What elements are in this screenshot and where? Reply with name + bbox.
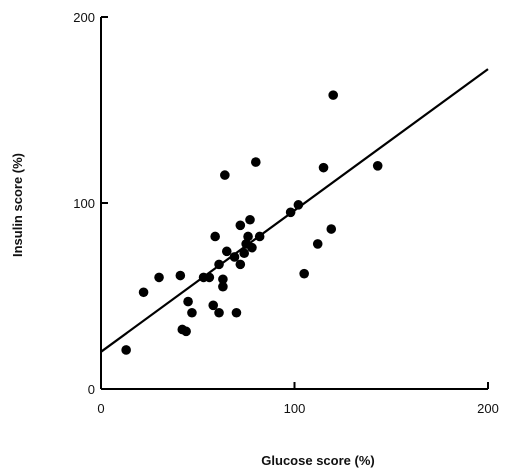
data-point	[231, 307, 242, 318]
data-point	[214, 259, 224, 270]
x-tick-label: 100	[284, 401, 306, 416]
data-point	[138, 287, 149, 298]
data-point	[218, 281, 228, 292]
data-point	[214, 307, 224, 318]
data-point	[372, 161, 383, 171]
data-point	[208, 300, 219, 311]
data-point	[293, 200, 304, 210]
data-point	[328, 90, 339, 100]
y-tick-label: 100	[73, 196, 95, 211]
data-point	[204, 272, 215, 283]
data-point	[121, 345, 131, 355]
data-point	[235, 259, 246, 270]
y-tick-label: 0	[88, 382, 95, 397]
data-point	[299, 268, 309, 279]
y-tick-label: 200	[73, 10, 95, 25]
data-point	[154, 272, 164, 283]
data-point	[183, 296, 193, 307]
data-point	[220, 170, 230, 180]
data-point	[312, 239, 323, 249]
x-tick-label: 200	[477, 401, 499, 416]
data-point	[218, 274, 228, 285]
data-point	[251, 157, 261, 167]
data-point	[318, 162, 329, 173]
data-point	[175, 270, 186, 281]
data-point	[210, 231, 220, 242]
data-point	[187, 307, 197, 318]
data-point	[254, 231, 265, 242]
data-points	[121, 90, 383, 355]
y-axis-title: Insulin score (%)	[10, 153, 25, 257]
x-tick-label: 0	[97, 401, 104, 416]
data-point	[239, 248, 249, 259]
data-point	[229, 252, 240, 262]
data-point	[245, 214, 255, 225]
data-point	[285, 207, 296, 218]
x-axis-title: Glucose score (%)	[261, 453, 374, 468]
data-point	[243, 231, 253, 242]
data-point	[326, 224, 337, 234]
data-point	[247, 242, 257, 253]
ticks: 0 100 200 0 100 200	[73, 10, 499, 416]
data-point	[181, 326, 191, 337]
data-point	[221, 246, 232, 257]
data-point	[235, 220, 246, 231]
